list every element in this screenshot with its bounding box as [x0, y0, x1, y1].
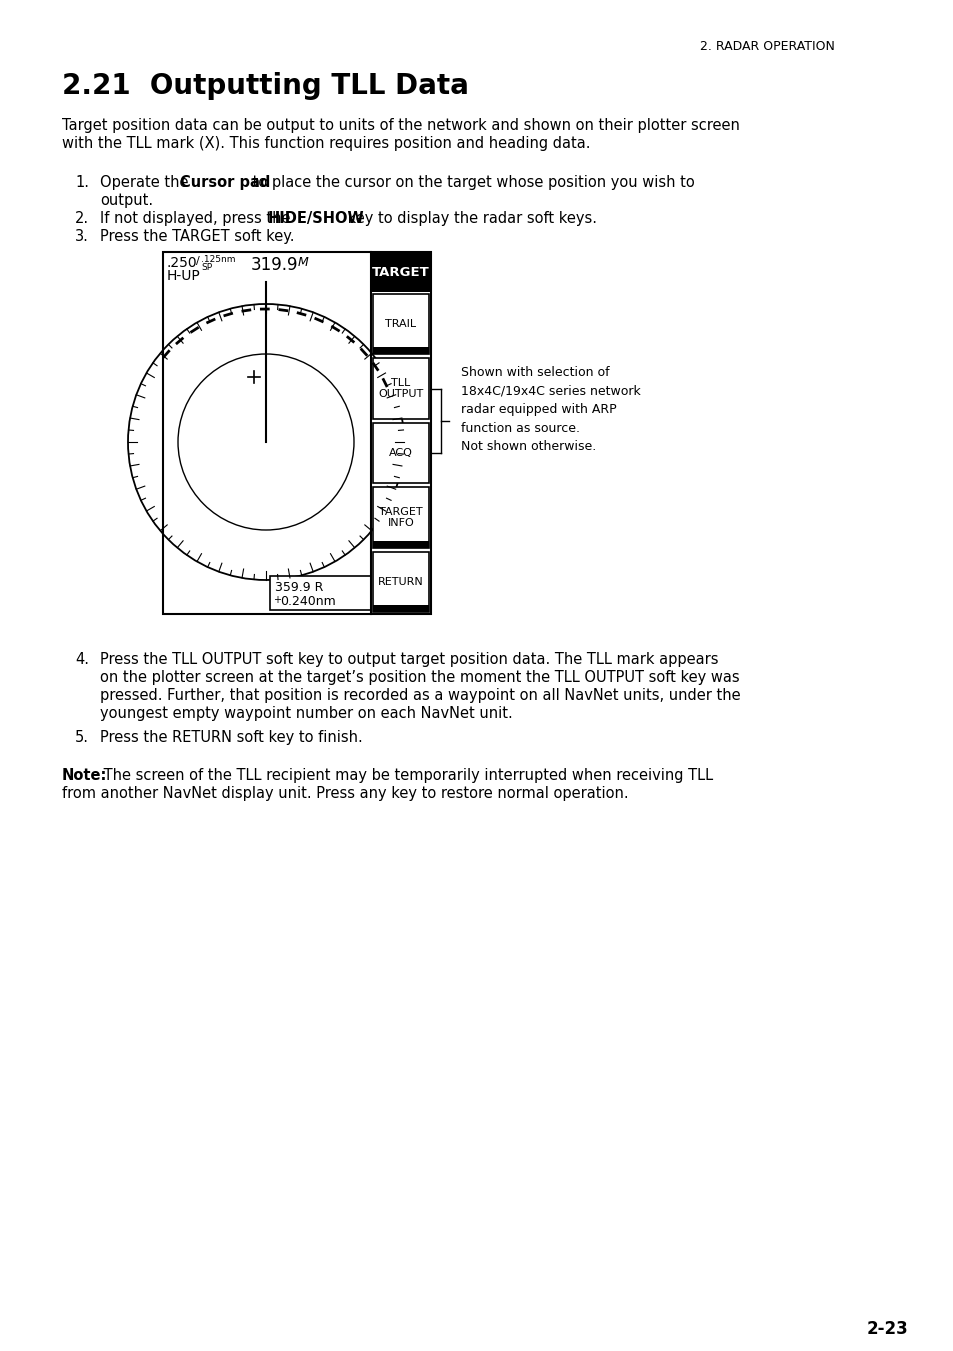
Text: 1.: 1. [75, 176, 89, 190]
Text: from another NavNet display unit. Press any key to restore normal operation.: from another NavNet display unit. Press … [62, 786, 628, 801]
Text: 2.21  Outputting TLL Data: 2.21 Outputting TLL Data [62, 72, 468, 100]
Bar [373, 423, 429, 484]
Bar [373, 540, 429, 547]
Text: TRAIL: TRAIL [385, 319, 416, 330]
Bar [163, 253, 431, 613]
Text: Press the TLL OUTPUT soft key to output target position data. The TLL mark appea: Press the TLL OUTPUT soft key to output … [100, 653, 718, 667]
Text: 3.: 3. [75, 230, 89, 245]
Text: +: + [273, 594, 281, 605]
Text: 4.: 4. [75, 653, 89, 667]
Text: output.: output. [100, 193, 153, 208]
Text: SP: SP [201, 263, 212, 272]
Text: Cursor pad: Cursor pad [180, 176, 270, 190]
Bar [371, 253, 431, 292]
Text: ACQ: ACQ [389, 449, 413, 458]
Bar [270, 576, 371, 611]
Text: .250: .250 [167, 255, 197, 270]
Text: Target position data can be output to units of the network and shown on their pl: Target position data can be output to un… [62, 118, 740, 132]
Text: 2.: 2. [75, 211, 89, 226]
Text: M: M [297, 255, 309, 269]
Text: 0.240nm: 0.240nm [280, 594, 335, 608]
Bar [373, 605, 429, 612]
Text: 2. RADAR OPERATION: 2. RADAR OPERATION [700, 41, 834, 53]
Text: Shown with selection of
18x4C/19x4C series network
radar equipped with ARP
funct: Shown with selection of 18x4C/19x4C seri… [460, 366, 640, 454]
Text: If not displayed, press the: If not displayed, press the [100, 211, 294, 226]
Text: /: / [195, 255, 199, 266]
Text: RETURN: RETURN [377, 577, 423, 586]
Text: youngest empty waypoint number on each NavNet unit.: youngest empty waypoint number on each N… [100, 707, 512, 721]
Text: 359.9 R: 359.9 R [274, 581, 323, 594]
Text: 2-23: 2-23 [866, 1320, 908, 1337]
Text: key to display the radar soft keys.: key to display the radar soft keys. [343, 211, 597, 226]
Text: on the plotter screen at the target’s position the moment the TLL OUTPUT soft ke: on the plotter screen at the target’s po… [100, 670, 739, 685]
Text: H-UP: H-UP [167, 269, 200, 282]
Text: to place the cursor on the target whose position you wish to: to place the cursor on the target whose … [248, 176, 694, 190]
Text: Note:: Note: [62, 767, 108, 784]
Text: TARGET
INFO: TARGET INFO [378, 507, 422, 528]
Text: The screen of the TLL recipient may be temporarily interrupted when receiving TL: The screen of the TLL recipient may be t… [99, 767, 713, 784]
Text: TARGET: TARGET [372, 266, 430, 278]
Text: with the TLL mark (X). This function requires position and heading data.: with the TLL mark (X). This function req… [62, 136, 590, 151]
Text: pressed. Further, that position is recorded as a waypoint on all NavNet units, u: pressed. Further, that position is recor… [100, 688, 740, 703]
Text: 319.9: 319.9 [251, 255, 298, 274]
Text: 5.: 5. [75, 730, 89, 744]
Bar [373, 347, 429, 354]
Bar [373, 551, 429, 612]
Text: TLL
OUTPUT: TLL OUTPUT [378, 378, 423, 400]
Bar [373, 295, 429, 354]
Text: Press the TARGET soft key.: Press the TARGET soft key. [100, 230, 294, 245]
Text: Press the RETURN soft key to finish.: Press the RETURN soft key to finish. [100, 730, 362, 744]
Bar [373, 488, 429, 547]
Text: HIDE/SHOW: HIDE/SHOW [268, 211, 364, 226]
Text: Operate the: Operate the [100, 176, 193, 190]
Text: .125nm: .125nm [201, 255, 235, 263]
Bar [373, 358, 429, 419]
